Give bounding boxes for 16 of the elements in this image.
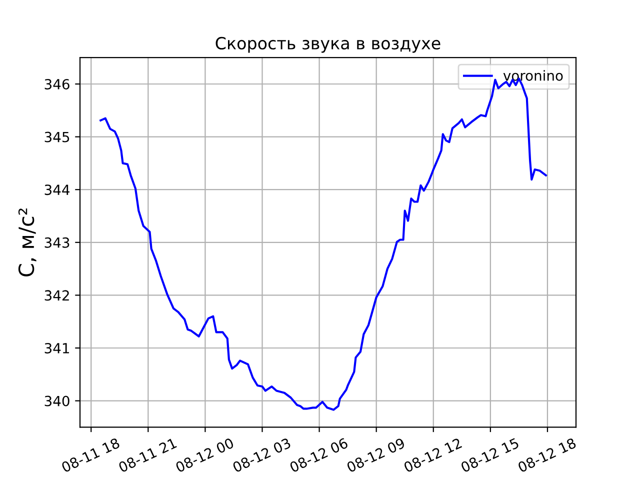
y-tick-label: 340 [44,396,70,406]
y-tick-label: 346 [44,78,70,90]
x-tick-label: 08-12 09 [346,438,406,473]
x-tick-label: 08-12 12 [403,438,462,473]
x-tick-label: 08-12 18 [517,438,577,473]
chart-title: Скорость звука в воздухе [216,36,440,53]
y-tick-label: 342 [44,290,69,301]
x-tick-label: 08-11 18 [60,438,120,473]
x-tick-label: 08-12 06 [289,438,348,473]
y-tick-label: 341 [44,342,69,354]
y-axis-title: С, м/с² [18,208,36,276]
y-tick-label: 343 [44,237,70,248]
y-tick-label: 345 [44,132,70,142]
legend-label: voronino [503,70,563,81]
y-tick-label: 344 [44,184,70,196]
x-tick-label: 08-12 03 [232,438,292,473]
